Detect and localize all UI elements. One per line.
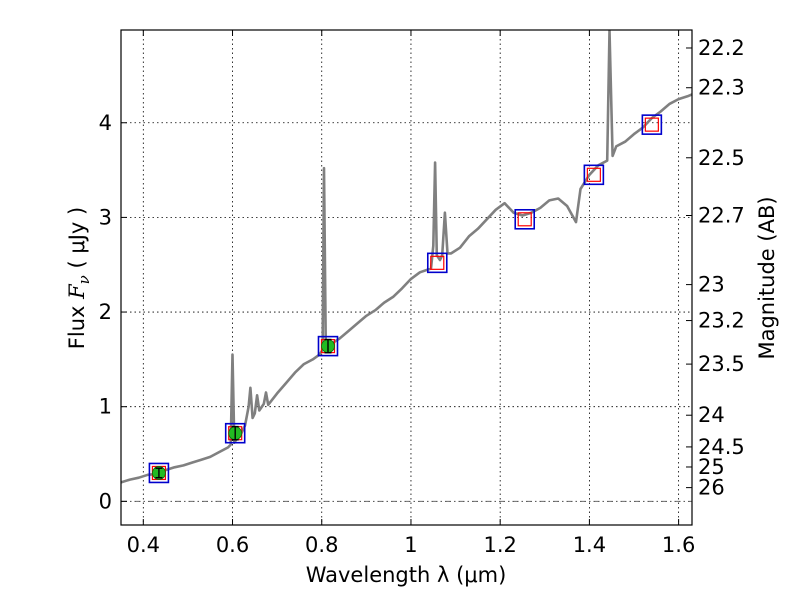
magnitude-axis-label: Magnitude (AB)	[755, 196, 779, 359]
spectrum-series	[120, 29, 693, 484]
model-photometry-point	[644, 117, 659, 132]
magnitude-tick-label: 24	[698, 403, 725, 427]
y-tick-label: 2	[99, 300, 112, 324]
y-axis-label-subscript: ν	[75, 275, 93, 284]
filter-box	[641, 114, 663, 135]
x-tick-label: 0.4	[127, 533, 160, 557]
filter-box	[317, 335, 339, 357]
x-tick-label: 1	[404, 533, 417, 557]
magnitude-tick-label: 22.7	[698, 204, 745, 228]
filter-box	[426, 252, 448, 274]
plot-frame	[120, 29, 693, 526]
filter-box	[224, 422, 246, 444]
filter-box	[514, 208, 536, 230]
x-axis-label: Wavelength λ (μm)	[306, 563, 507, 587]
y-axis-label: Flux Fν ( μJy )	[65, 207, 93, 349]
magnitude-tick-label: 26	[698, 476, 725, 500]
magnitude-tick-label: 22.3	[698, 76, 745, 100]
magnitude-tick-label: 22.2	[698, 36, 745, 60]
magnitude-tick-label: 25	[698, 455, 725, 479]
magnitude-tick-label: 22.5	[698, 146, 745, 170]
x-tick-label: 1.6	[662, 533, 695, 557]
y-axis-ticks: 0 1 2 3 4	[99, 111, 127, 513]
y-tick-label: 4	[99, 111, 112, 135]
x-tick-label: 0.6	[216, 533, 249, 557]
model-photometry-point	[430, 255, 445, 270]
y-tick-label: 0	[99, 489, 112, 513]
magnitude-tick-label: 23	[698, 273, 725, 297]
model-photometry-series	[151, 117, 659, 481]
filter-box-series	[148, 114, 663, 484]
grid-lines	[121, 30, 692, 525]
y-tick-label: 1	[99, 395, 112, 419]
y-axis-label-prefix: Flux	[65, 299, 89, 349]
observed-photometry-series	[152, 338, 335, 480]
y-axis-label-symbol: F	[65, 283, 89, 300]
magnitude-tick-label: 24.5	[698, 435, 745, 459]
model-photometry-point	[517, 212, 532, 227]
x-axis-ticks: 0.4 0.6 0.8 1 1.2 1.4 1.6	[127, 30, 695, 557]
magnitude-tick-label: 23.2	[698, 309, 745, 333]
y-tick-label: 3	[99, 205, 112, 229]
filter-box	[583, 164, 605, 186]
magnitude-tick-label: 23.5	[698, 352, 745, 376]
spectrum-line	[120, 29, 693, 484]
filter-box	[148, 462, 170, 484]
x-tick-label: 1.4	[573, 533, 606, 557]
x-tick-label: 1.2	[483, 533, 516, 557]
model-photometry-point	[586, 167, 601, 182]
y-axis-label-units: ( μJy )	[65, 207, 89, 275]
x-tick-label: 0.8	[305, 533, 338, 557]
